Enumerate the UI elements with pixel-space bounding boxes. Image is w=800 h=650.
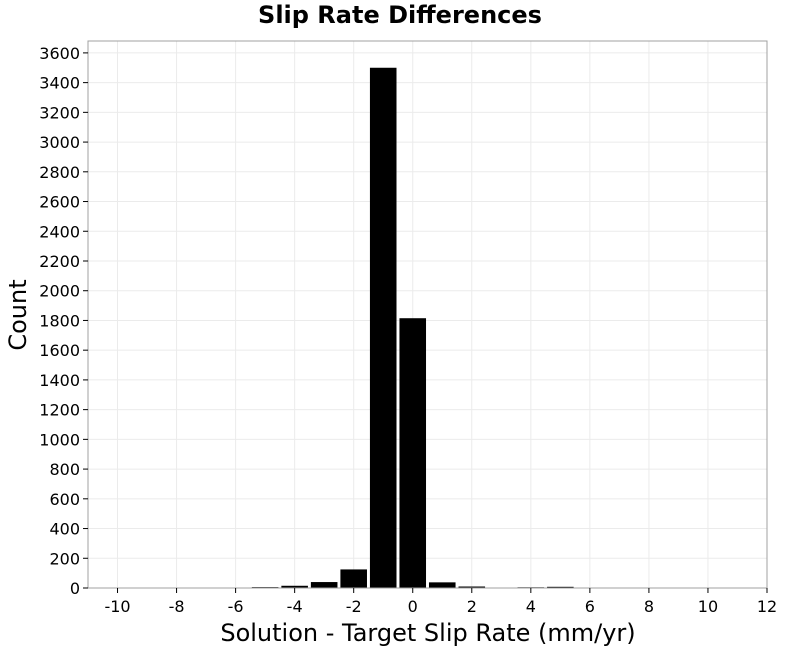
x-tick-label: 0 <box>408 597 418 616</box>
x-axis-ticks: -10 -8 -6 -4 -2 0 2 4 6 8 10 12 <box>104 588 777 616</box>
x-tick-label: 2 <box>467 597 477 616</box>
y-tick-label: 0 <box>70 579 80 598</box>
y-tick-label: 400 <box>49 520 80 539</box>
plot-area-frame <box>87 40 768 589</box>
histogram-bar <box>310 582 338 588</box>
y-tick-label: 2200 <box>39 252 80 271</box>
y-tick-label: 1000 <box>39 430 80 449</box>
histogram-bar <box>458 586 486 588</box>
x-tick-label: -4 <box>287 597 303 616</box>
x-tick-label: -8 <box>169 597 185 616</box>
y-tick-label: 200 <box>49 549 80 568</box>
y-axis-label: Count <box>4 279 32 350</box>
y-tick-label: 3600 <box>39 44 80 63</box>
y-tick-label: 2000 <box>39 282 80 301</box>
x-tick-label: 8 <box>644 597 654 616</box>
x-tick-label: 12 <box>757 597 777 616</box>
histogram-bar <box>399 318 427 588</box>
y-tick-label: 2400 <box>39 222 80 241</box>
y-tick-label: 1400 <box>39 371 80 390</box>
histogram-bar <box>428 582 456 588</box>
x-tick-label: 6 <box>585 597 595 616</box>
grid-lines <box>88 41 768 589</box>
x-tick-label: 4 <box>526 597 536 616</box>
y-tick-label: 2600 <box>39 193 80 212</box>
x-axis-label: Solution - Target Slip Rate (mm/yr) <box>220 619 635 647</box>
y-tick-label: 1200 <box>39 401 80 420</box>
x-tick-label: -10 <box>104 597 130 616</box>
y-tick-label: 2800 <box>39 163 80 182</box>
chart-title: Slip Rate Differences <box>258 1 542 29</box>
x-tick-label: 10 <box>698 597 718 616</box>
histogram-bar <box>547 586 574 588</box>
histogram-bar <box>281 585 308 588</box>
x-tick-label: -2 <box>346 597 362 616</box>
y-tick-label: 3200 <box>39 103 80 122</box>
y-tick-label: 3000 <box>39 133 80 152</box>
histogram-bar <box>340 569 367 588</box>
y-axis-ticks: 0 200 400 600 800 1000 1200 1400 1600 1800 2000 220… <box>39 44 88 598</box>
histogram-bar <box>369 67 397 588</box>
x-tick-label: -6 <box>228 597 244 616</box>
y-tick-label: 1600 <box>39 341 80 360</box>
bars <box>104 67 692 589</box>
y-tick-label: 3400 <box>39 74 80 93</box>
y-tick-label: 1800 <box>39 311 80 330</box>
y-tick-label: 600 <box>49 490 80 509</box>
y-tick-label: 800 <box>49 460 80 479</box>
